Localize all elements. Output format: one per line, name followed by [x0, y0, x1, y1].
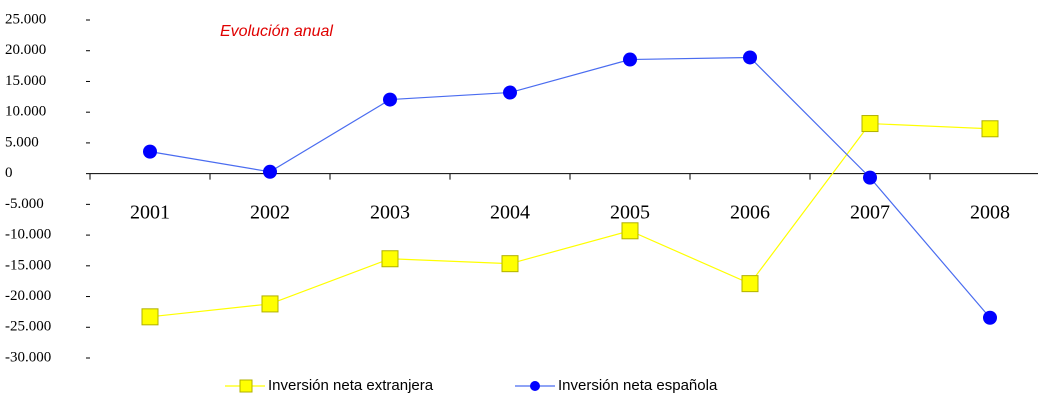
- y-tick-label: 15.000: [5, 73, 46, 89]
- y-tick-label: -10.000: [5, 227, 51, 243]
- x-tick-label: 2007: [850, 202, 890, 224]
- legend-label: Inversión neta extranjera: [268, 377, 434, 394]
- x-tick-label: 2003: [370, 202, 410, 224]
- marker: [143, 144, 157, 159]
- marker: [621, 222, 639, 240]
- marker: [863, 170, 877, 185]
- series-line: [149, 122, 991, 318]
- y-tick-label: 20.000: [5, 42, 46, 58]
- annotation: Evolución anual: [220, 23, 333, 40]
- y-tick-label: -30.000: [5, 349, 51, 365]
- y-tick-label: 5.000: [5, 134, 39, 150]
- marker: [743, 50, 757, 65]
- marker: [503, 85, 517, 100]
- legend-label: Inversión neta española: [558, 377, 718, 394]
- marker: [983, 310, 997, 325]
- series-line: [149, 56, 991, 319]
- legend-item: Inversión neta extranjera: [225, 377, 434, 394]
- x-tick-label: 2006: [730, 202, 770, 224]
- marker: [861, 115, 879, 133]
- y-tick-label: -5.000: [5, 196, 44, 212]
- marker: [981, 120, 999, 138]
- x-tick-label: 2002: [250, 202, 290, 224]
- y-tick-label: -15.000: [5, 257, 51, 273]
- marker: [741, 275, 759, 293]
- marker: [501, 255, 519, 273]
- x-tick-label: 2004: [490, 202, 530, 224]
- y-tick-label: -25.000: [5, 319, 51, 335]
- x-tick-label: 2008: [970, 202, 1010, 224]
- marker: [141, 308, 159, 326]
- y-tick-label: 0: [5, 165, 13, 181]
- marker: [261, 295, 279, 313]
- legend-marker: [239, 379, 253, 393]
- marker: [263, 164, 277, 179]
- marker: [383, 92, 397, 107]
- marker: [623, 52, 637, 67]
- y-tick-label: 10.000: [5, 104, 46, 120]
- marker: [381, 250, 399, 268]
- legend-item: Inversión neta española: [515, 377, 718, 394]
- y-tick-label: -20.000: [5, 288, 51, 304]
- legend-marker: [530, 381, 540, 391]
- x-tick-label: 2001: [130, 202, 170, 224]
- y-tick-label: 25.000: [5, 11, 46, 27]
- x-tick-label: 2005: [610, 202, 650, 224]
